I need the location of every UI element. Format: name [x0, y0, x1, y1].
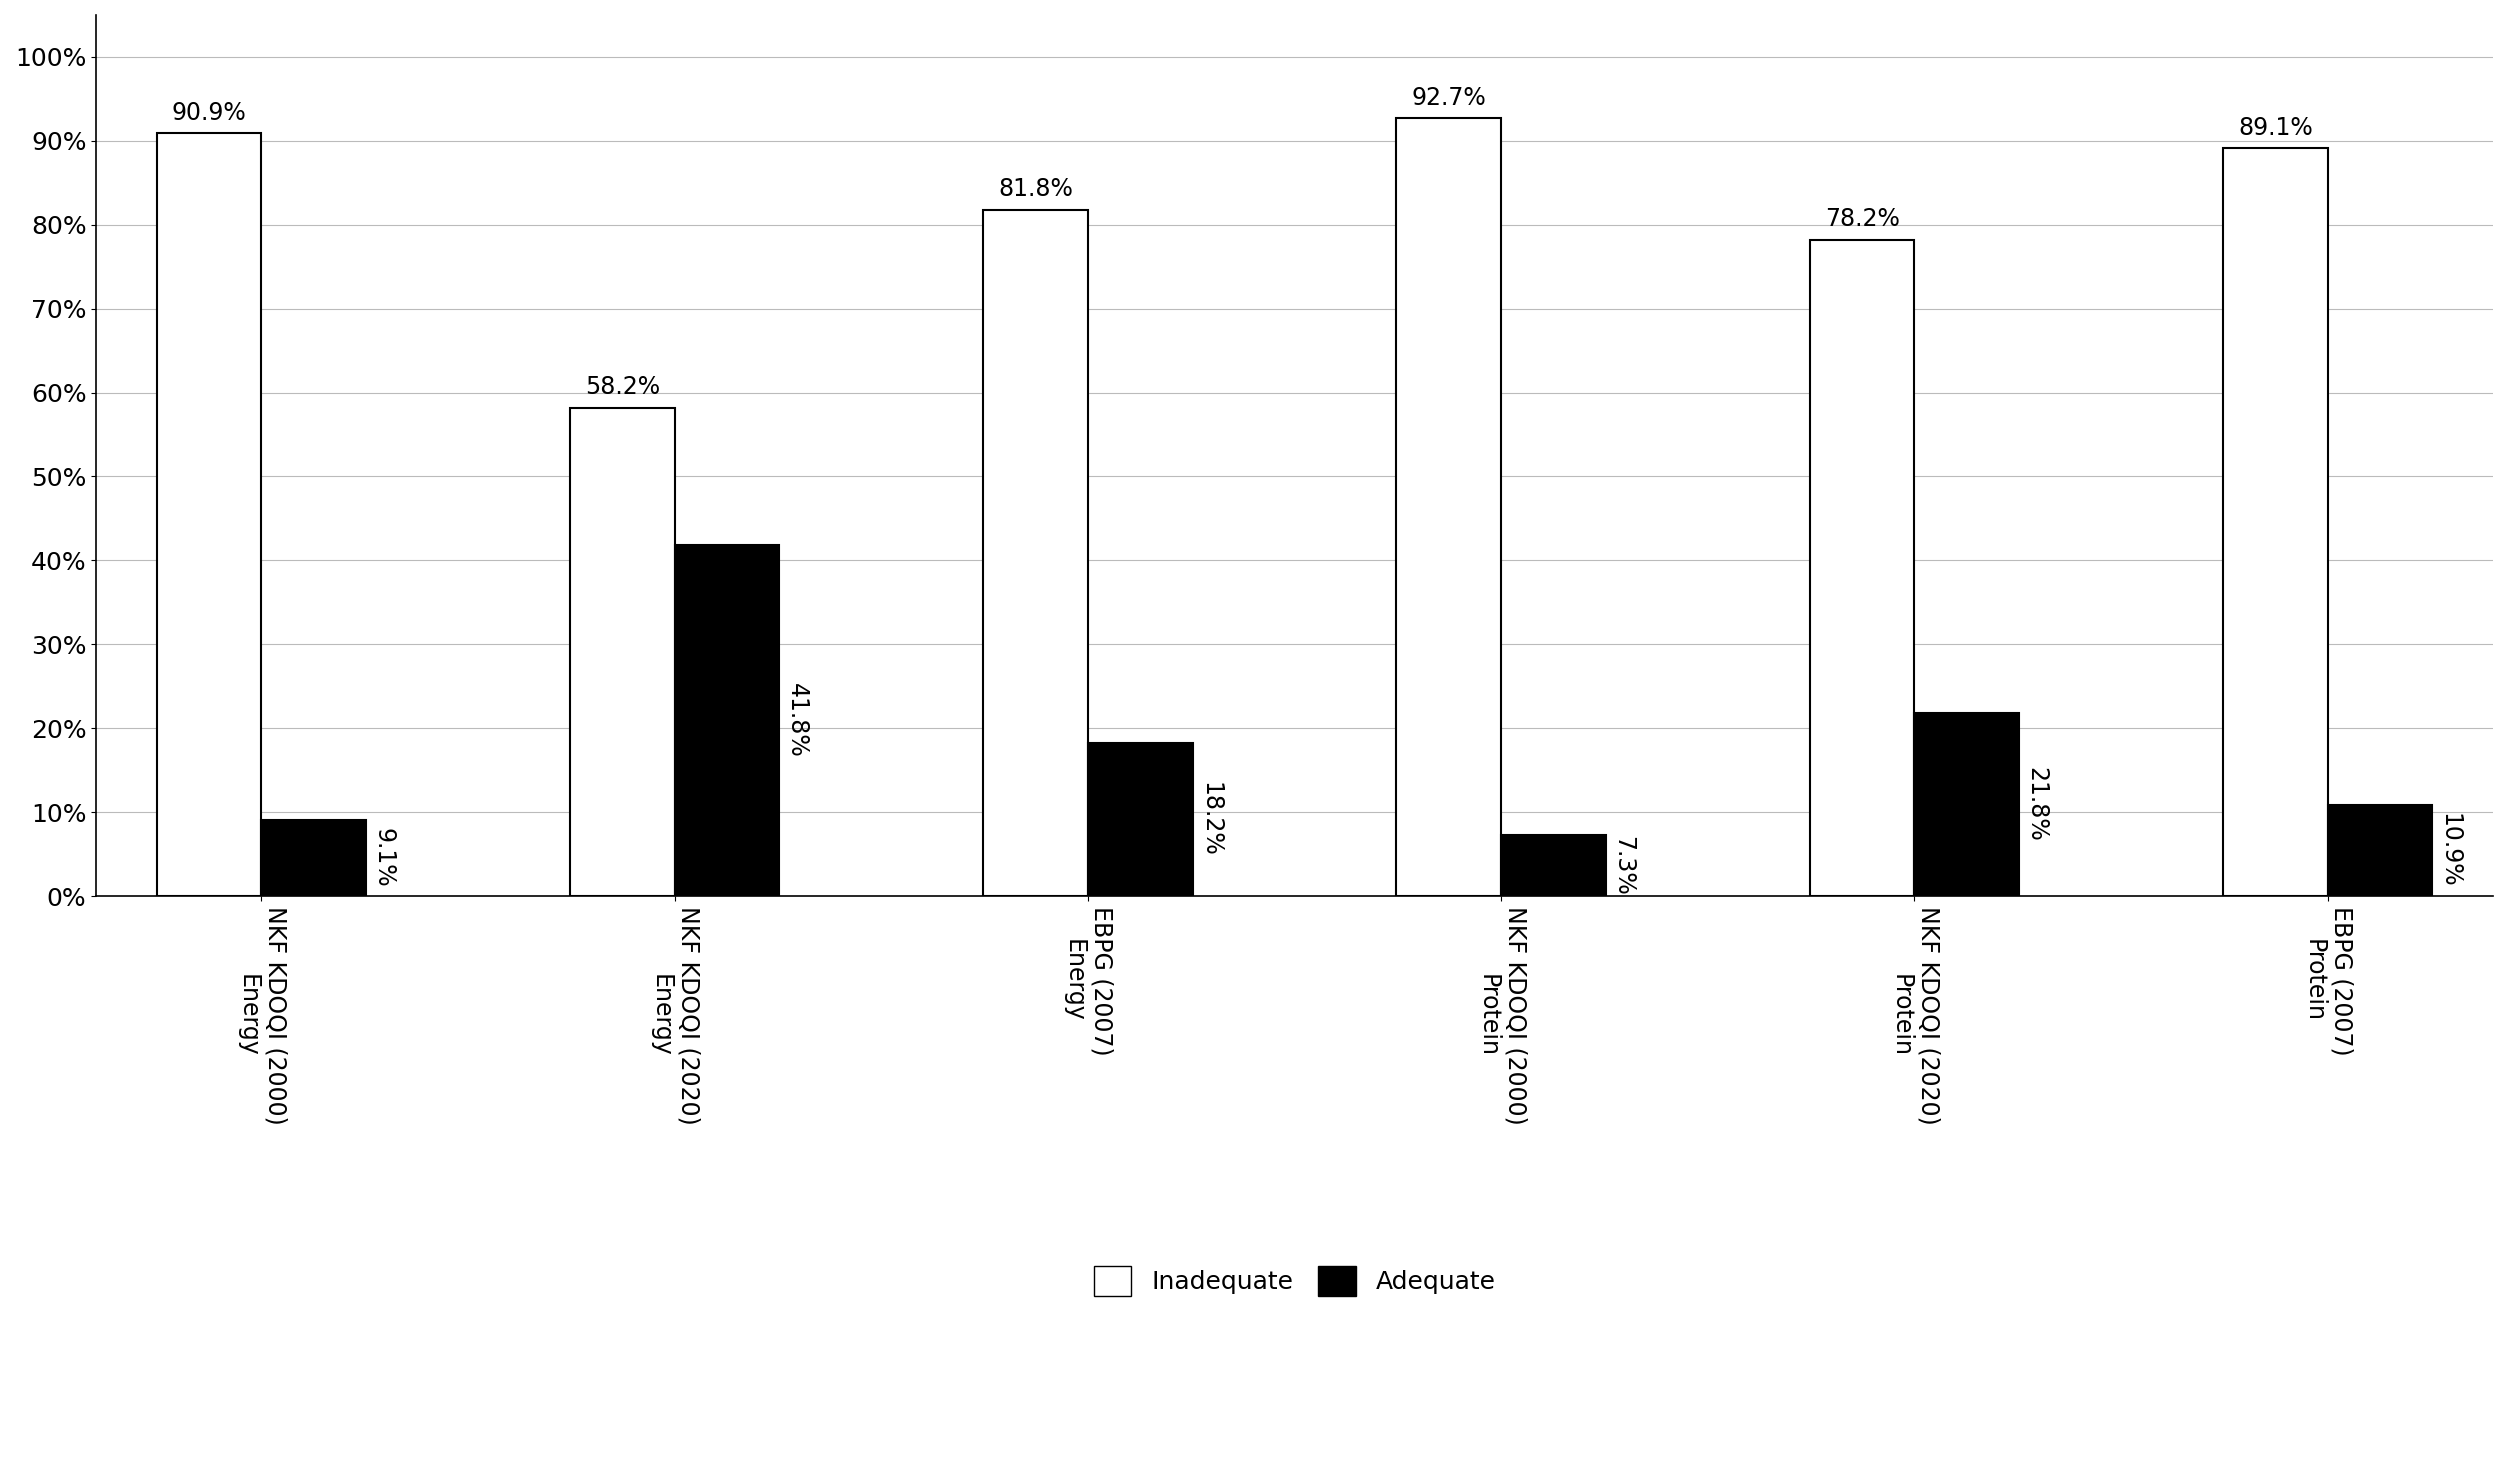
- Text: 10.9%: 10.9%: [2438, 813, 2463, 888]
- Text: 78.2%: 78.2%: [1826, 208, 1899, 231]
- Text: 18.2%: 18.2%: [1199, 782, 1221, 857]
- Bar: [1811, 240, 1914, 896]
- Text: 41.8%: 41.8%: [785, 683, 810, 758]
- Bar: [2222, 149, 2327, 896]
- Bar: [2327, 805, 2433, 896]
- Text: 89.1%: 89.1%: [2237, 116, 2312, 140]
- Text: 92.7%: 92.7%: [1412, 85, 1487, 110]
- Bar: [569, 408, 675, 896]
- Bar: [675, 545, 780, 896]
- Bar: [1397, 118, 1502, 896]
- Legend: Inadequate, Adequate: Inadequate, Adequate: [1083, 1256, 1505, 1306]
- Bar: [261, 820, 366, 896]
- Text: 21.8%: 21.8%: [2024, 767, 2049, 842]
- Bar: [1088, 743, 1194, 896]
- Text: 9.1%: 9.1%: [371, 829, 396, 888]
- Text: 90.9%: 90.9%: [171, 102, 246, 125]
- Bar: [983, 209, 1088, 896]
- Bar: [1914, 712, 2019, 896]
- Text: 81.8%: 81.8%: [998, 177, 1073, 202]
- Bar: [155, 134, 261, 896]
- Bar: [1502, 835, 1605, 896]
- Text: 7.3%: 7.3%: [1610, 836, 1635, 895]
- Text: 58.2%: 58.2%: [584, 375, 660, 399]
